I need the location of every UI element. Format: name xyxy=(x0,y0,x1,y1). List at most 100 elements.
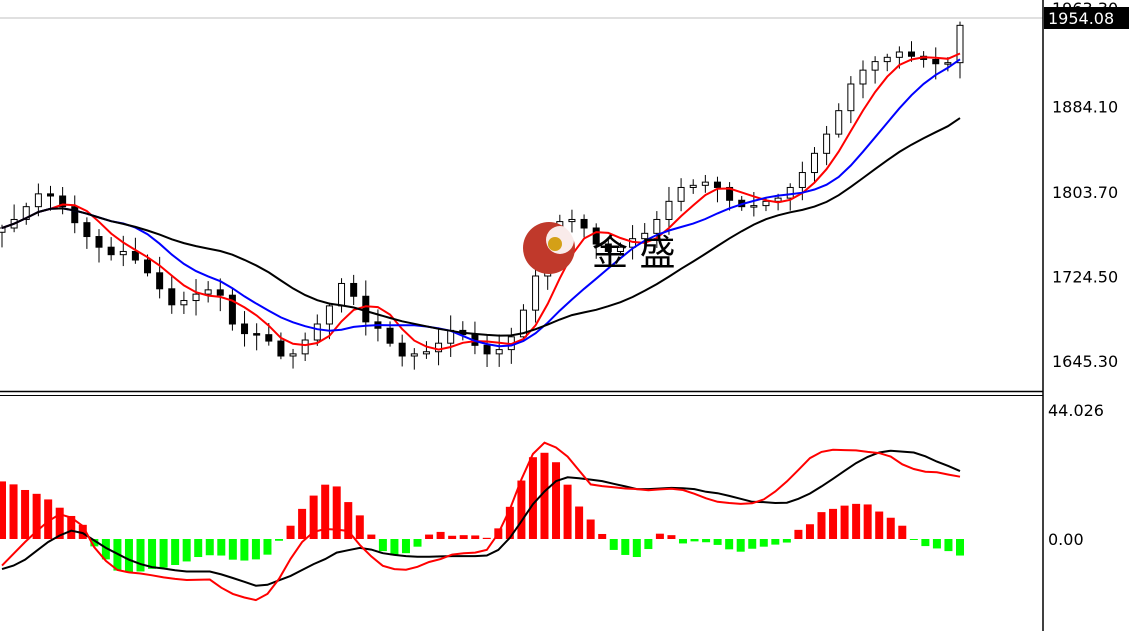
macd-histogram-bar xyxy=(436,531,445,539)
candle xyxy=(168,275,176,314)
macd-pane: 44.026 0.00 xyxy=(0,401,1104,602)
macd-histogram-bar xyxy=(124,539,133,573)
candle xyxy=(653,211,661,248)
macd-histogram-bar xyxy=(217,539,226,556)
macd-histogram-bar xyxy=(90,539,99,547)
macd-histogram-bar xyxy=(840,505,849,539)
macd-histogram-bar xyxy=(909,539,918,540)
macd-histogram-bar xyxy=(702,539,711,543)
macd-histogram-bar xyxy=(0,481,6,539)
candle xyxy=(119,235,127,267)
macd-histogram-bar xyxy=(886,517,895,539)
macd-histogram-bar xyxy=(736,539,745,552)
macd-histogram-bar xyxy=(67,515,76,539)
macd-histogram-bar xyxy=(621,539,630,555)
candle xyxy=(83,217,91,249)
candle xyxy=(883,53,891,72)
current-price-label: 1954.08 xyxy=(1048,9,1114,28)
candle xyxy=(156,256,164,299)
macd-histogram-bar xyxy=(528,457,537,539)
macd-histogram-bar xyxy=(298,508,307,539)
macd-line xyxy=(1,449,961,587)
candle xyxy=(289,348,297,369)
candle xyxy=(568,209,576,233)
macd-histogram-bar xyxy=(471,535,480,539)
macd-histogram-bar xyxy=(205,539,214,556)
macd-histogram-bar xyxy=(690,539,699,542)
ma-line-20 xyxy=(1,117,961,337)
macd-histogram-bar xyxy=(852,503,861,539)
macd-histogram-bar xyxy=(148,539,157,569)
logo-text: 金 盛 xyxy=(592,233,675,274)
candle xyxy=(786,183,794,211)
candle xyxy=(641,223,649,249)
candle xyxy=(483,334,491,367)
candle xyxy=(47,185,55,211)
macd-histogram-bar xyxy=(598,533,607,539)
candle xyxy=(616,242,624,256)
macd-histogram xyxy=(0,452,964,573)
current-price-badge: 1954.08 xyxy=(1044,7,1129,29)
macd-tick-label: 0.00 xyxy=(1048,530,1084,549)
candle xyxy=(422,341,430,359)
candle xyxy=(350,274,358,306)
macd-histogram-bar xyxy=(332,486,341,539)
macd-histogram-bar xyxy=(263,539,272,555)
candle xyxy=(604,236,612,255)
macd-histogram-bar xyxy=(448,535,457,539)
macd-histogram-bar xyxy=(55,507,64,539)
macd-histogram-bar xyxy=(644,539,653,550)
candle xyxy=(22,202,30,225)
macd-histogram-bar xyxy=(782,539,791,543)
candle xyxy=(677,178,685,212)
candle xyxy=(532,263,540,323)
candle xyxy=(325,302,333,340)
macd-tick-label: 44.026 xyxy=(1048,401,1104,420)
macd-histogram-bar xyxy=(194,539,203,558)
macd-histogram-bar xyxy=(655,533,664,539)
macd-histogram-bar xyxy=(794,529,803,539)
macd-histogram-bar xyxy=(505,506,514,539)
macd-histogram-bar xyxy=(378,539,387,552)
macd-histogram-bar xyxy=(898,525,907,539)
macd-histogram-bar xyxy=(9,484,18,539)
macd-histogram-bar xyxy=(182,539,191,562)
candle xyxy=(95,229,103,263)
macd-histogram-bar xyxy=(367,534,376,539)
candle xyxy=(823,125,831,166)
candle xyxy=(301,332,309,361)
candle xyxy=(859,60,867,99)
macd-histogram-bar xyxy=(425,534,434,539)
macd-histogram-bar xyxy=(78,524,87,539)
macd-histogram-bar xyxy=(805,524,814,539)
macd-histogram-bar xyxy=(344,502,353,539)
logo: 金 盛 xyxy=(523,222,675,274)
macd-histogram-bar xyxy=(863,504,872,539)
candle xyxy=(107,237,115,261)
macd-histogram-bar xyxy=(286,525,295,539)
macd-histogram-bar xyxy=(944,539,953,552)
macd-histogram-bar xyxy=(21,489,30,539)
macd-histogram-bar xyxy=(921,539,930,547)
candle xyxy=(907,41,915,62)
candle xyxy=(435,327,443,366)
macd-histogram-bar xyxy=(586,519,595,539)
macd-lines xyxy=(1,441,961,602)
macd-axis: 44.026 0.00 xyxy=(1048,401,1104,549)
candle xyxy=(835,103,843,138)
macd-histogram-bar xyxy=(771,539,780,545)
macd-histogram-bar xyxy=(275,539,284,541)
macd-histogram-bar xyxy=(101,539,110,560)
candle xyxy=(956,21,964,79)
candle xyxy=(726,182,734,211)
macd-histogram-bar xyxy=(748,539,757,549)
macd-histogram-bar xyxy=(517,480,526,539)
logo-coin xyxy=(548,237,562,251)
candle xyxy=(71,195,79,234)
candle xyxy=(810,147,818,183)
macd-histogram-bar xyxy=(667,535,676,539)
macd-histogram-bar xyxy=(401,539,410,554)
macd-histogram-bar xyxy=(309,495,318,539)
macd-histogram-bar xyxy=(159,539,168,568)
